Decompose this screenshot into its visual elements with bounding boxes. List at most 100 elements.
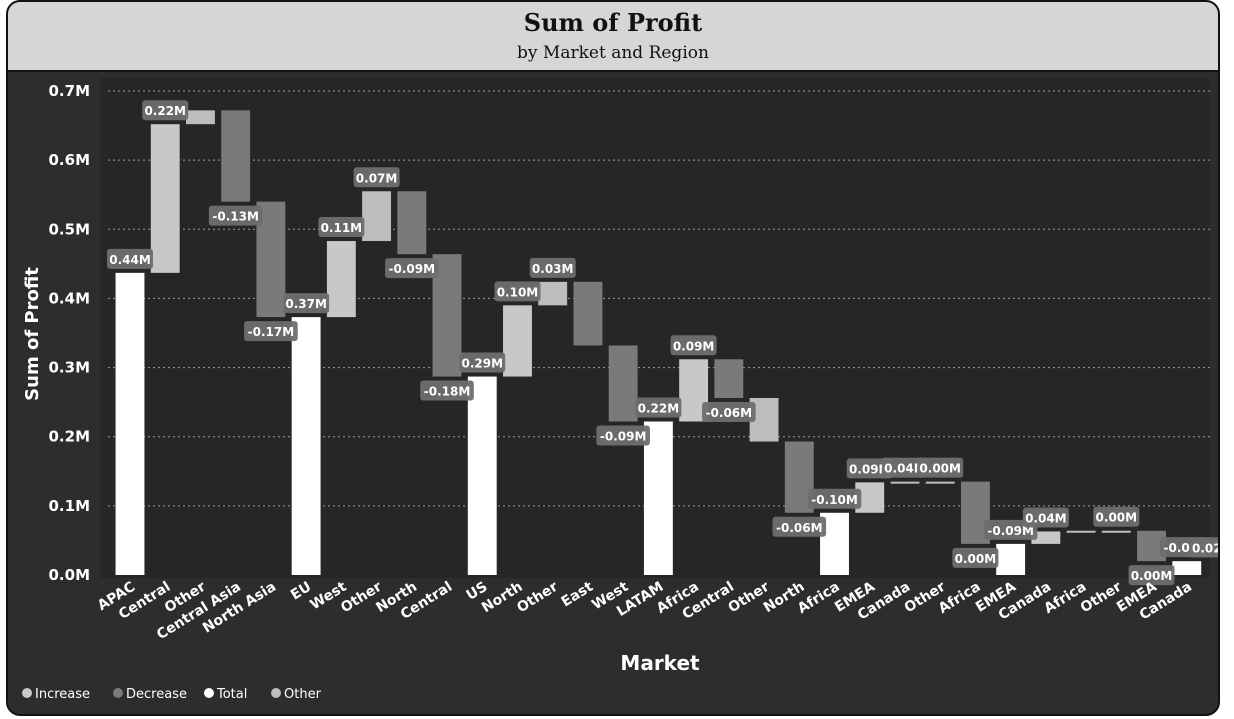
data-label: 0.02M — [1192, 541, 1220, 555]
data-label: 0.09M — [849, 462, 891, 476]
axis-titles: Market Sum of Profit — [22, 267, 700, 675]
bar-increase — [326, 241, 356, 318]
data-label-bg — [107, 248, 153, 269]
data-label: 0.04M — [884, 462, 926, 476]
data-label: 0.00M — [1131, 569, 1173, 583]
data-label: 0.44M — [109, 253, 151, 267]
legend: Increase Decrease Total Other — [22, 687, 322, 702]
bar-other — [1101, 530, 1131, 533]
data-label-bg — [596, 425, 650, 446]
data-label: 0.03M — [532, 262, 574, 276]
data-label: 0.00M — [955, 552, 997, 566]
y-tick-label: 0.4M — [49, 289, 91, 307]
data-label-bg — [635, 397, 682, 418]
chart-header: Sum of Profit by Market and Region — [8, 2, 1218, 72]
bar-total — [291, 317, 321, 575]
y-tick-label: 0.3M — [49, 359, 91, 377]
data-label-bg — [353, 167, 400, 188]
data-label-bg — [1022, 507, 1069, 528]
bar-other — [1066, 530, 1096, 533]
data-label-bg — [208, 205, 263, 226]
bar-decrease — [221, 110, 251, 202]
data-label: 0.10M — [497, 285, 539, 299]
legend-marker — [271, 688, 281, 698]
bar-other — [890, 481, 920, 484]
data-label: -0.10M — [811, 493, 858, 507]
data-label-bg — [702, 401, 756, 422]
legend-marker — [113, 688, 123, 698]
data-label: -0.09M — [600, 430, 647, 444]
bar-increase — [1031, 531, 1061, 544]
chart-subtitle: by Market and Region — [517, 43, 709, 63]
data-label-bg — [807, 488, 862, 509]
data-label: -0.09M — [389, 262, 436, 276]
legend-label: Total — [216, 687, 247, 702]
bar-other — [362, 191, 392, 242]
legend-label: Other — [284, 687, 322, 702]
data-label: -0.18M — [424, 385, 471, 399]
data-label-bg — [1093, 506, 1140, 527]
bar-total — [115, 272, 145, 575]
bar-increase — [150, 124, 180, 273]
data-label: 0.04M — [1025, 511, 1067, 525]
legend-label: Increase — [35, 687, 90, 702]
data-label: 0.09M — [673, 339, 715, 353]
data-label-bg — [1128, 565, 1175, 586]
bar-other — [186, 110, 215, 125]
chart-card: Sum of Profit by Market and Region 0.44M… — [6, 0, 1220, 716]
bar-total — [1172, 561, 1202, 575]
data-label-bg — [1189, 537, 1218, 558]
waterfall-chart: 0.44M 0.22M -0.13M -0.17M 0.37M 0.11M 0.07M -0.… — [8, 72, 1220, 714]
legend-label: Decrease — [126, 687, 187, 702]
bar-decrease — [714, 359, 744, 398]
y-axis: 0.0M 0.1M 0.2M 0.3M 0.4M 0.5M 0.6M 0.7M — [49, 82, 91, 584]
data-label-bg — [772, 516, 827, 537]
y-tick-label: 0.0M — [49, 566, 91, 584]
data-label: 0.00M — [919, 462, 961, 476]
data-label: -0.06M — [706, 406, 753, 420]
data-label-bg — [283, 293, 330, 314]
data-label: -0.06M — [776, 521, 823, 535]
y-axis-title: Sum of Profit — [22, 267, 43, 401]
chart-title: Sum of Profit — [523, 8, 703, 37]
data-label-bg — [420, 380, 474, 401]
data-label-bg — [318, 217, 365, 238]
data-label-bg — [846, 458, 893, 479]
data-label: 0.22M — [144, 104, 186, 118]
data-label: 0.11M — [321, 221, 363, 235]
legend-marker — [204, 688, 214, 698]
data-labels-layer: 0.44M 0.22M -0.13M -0.17M 0.37M 0.11M 0.07M -0.… — [107, 100, 1220, 586]
data-label-bg — [494, 281, 541, 302]
data-label-bg — [244, 321, 298, 342]
bar-decrease — [397, 191, 427, 255]
data-label: 0.07M — [356, 171, 398, 185]
y-tick-label: 0.1M — [49, 497, 91, 515]
data-label-bg — [670, 335, 717, 356]
bar-total — [467, 376, 497, 575]
y-tick-label: 0.2M — [49, 428, 91, 446]
data-label: 0.37M — [285, 297, 327, 311]
data-label: 0.29M — [461, 357, 503, 371]
data-label: 0.00M — [1096, 511, 1138, 525]
x-axis-title: Market — [620, 651, 700, 675]
bar-other — [538, 281, 568, 306]
data-label-bg — [459, 352, 506, 373]
bars-layer — [115, 110, 1202, 575]
bar-increase — [503, 305, 532, 377]
data-label: 0.22M — [638, 402, 680, 416]
data-label-bg — [529, 257, 576, 278]
data-label: -0.09M — [987, 524, 1034, 538]
data-label-bg — [385, 258, 439, 279]
bar-decrease — [608, 345, 638, 422]
data-label-bg — [142, 100, 189, 121]
data-label: -0.17M — [248, 325, 295, 339]
y-tick-label: 0.6M — [49, 151, 91, 169]
legend-marker — [22, 688, 32, 698]
bar-decrease — [573, 281, 603, 346]
bar-other — [925, 481, 955, 484]
data-label-bg — [881, 457, 928, 478]
y-tick-label: 0.7M — [49, 82, 91, 100]
data-label-bg — [917, 457, 964, 478]
bar-total — [643, 421, 673, 575]
data-label-bg — [952, 547, 999, 568]
